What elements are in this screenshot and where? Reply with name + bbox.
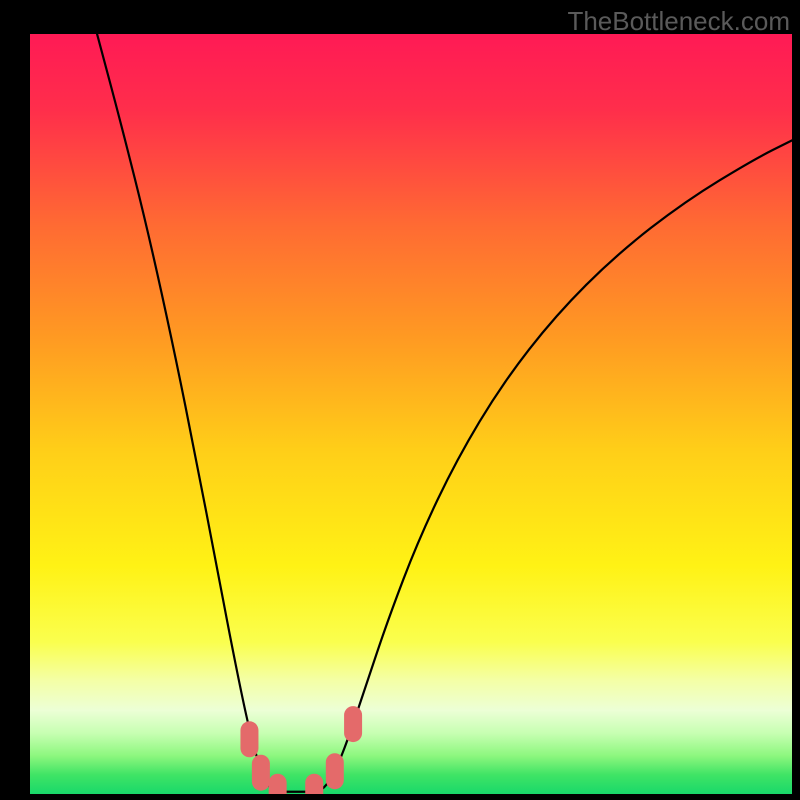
marker-pill: [344, 706, 362, 742]
marker-pill: [269, 774, 287, 794]
marker-pill: [252, 755, 270, 791]
marker-pill: [240, 721, 258, 757]
plot-svg: [30, 34, 792, 794]
marker-pill: [326, 753, 344, 789]
gradient-background: [30, 34, 792, 794]
marker-pill: [305, 774, 323, 794]
chart-container: TheBottleneck.com: [0, 0, 800, 800]
watermark-text: TheBottleneck.com: [567, 6, 790, 37]
